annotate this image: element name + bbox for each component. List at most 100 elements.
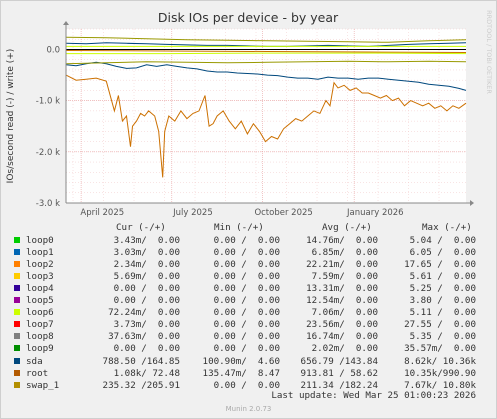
legend-cur: 72.24m/ 0.00 (100, 307, 180, 318)
legend-cur: 3.73m/ 0.00 (100, 319, 180, 330)
legend-avg: 14.76m/ 0.00 (298, 235, 378, 246)
legend-swatch (14, 370, 20, 376)
legend-avg: 656.79 /143.84 (298, 356, 378, 367)
rrdtool-watermark: RRDTOOL / TOBI OETIKER (485, 10, 493, 94)
legend-min: 0.00 / 0.00 (196, 259, 280, 270)
legend-avg: 12.54m/ 0.00 (298, 295, 378, 306)
legend-max: 35.57m/ 0.00 (396, 343, 476, 354)
legend-row-root: root 1.08k/ 72.48 135.47m/ 8.47 913.81 / 58… (0, 368, 497, 380)
legend-cur: 1.08k/ 72.48 (100, 368, 180, 379)
legend-max: 5.61 / 0.00 (396, 271, 476, 282)
legend-name: loop0 (26, 235, 54, 246)
legend-cur: 0.00 / 0.00 (100, 295, 180, 306)
legend-header-cur: Cur (-/+) (116, 222, 166, 234)
legend-avg: 23.56m/ 0.00 (298, 319, 378, 330)
last-update: Last update: Wed Mar 25 01:00:23 2026 (200, 390, 476, 401)
legend-cur: 0.00 / 0.00 (100, 343, 180, 354)
legend-min: 0.00 / 0.00 (196, 343, 280, 354)
y-tick-label: -3.0 k (36, 199, 60, 209)
legend-min: 0.00 / 0.00 (196, 380, 280, 391)
legend-swatch (14, 345, 20, 351)
y-tick-label: 0.0 (46, 45, 60, 55)
legend-swatch (14, 309, 20, 315)
x-tick-label: October 2025 (254, 208, 312, 218)
legend-name: loop6 (26, 307, 54, 318)
legend-avg: 7.59m/ 0.00 (298, 271, 378, 282)
legend-swatch (14, 285, 20, 291)
y-axis-label: IOs/second read (-) / write (+) (6, 49, 16, 184)
legend-min: 0.00 / 0.00 (196, 331, 280, 342)
legend-row-loop8: loop8 37.63m/ 0.00 0.00 / 0.00 16.74m/ 0.00… (0, 331, 497, 343)
legend-name: loop3 (26, 271, 54, 282)
legend-header-avg: Avg (-/+) (322, 222, 372, 234)
legend-min: 0.00 / 0.00 (196, 307, 280, 318)
legend-avg: 6.85m/ 0.00 (298, 247, 378, 258)
legend-max: 8.62k/ 10.36k (396, 356, 476, 367)
legend-row-loop6: loop6 72.24m/ 0.00 0.00 / 0.00 7.06m/ 0.00 5… (0, 307, 497, 319)
legend-row-loop9: loop9 0.00 / 0.00 0.00 / 0.00 2.02m/ 0.00 35… (0, 343, 497, 355)
legend-name: loop5 (26, 295, 54, 306)
chart-title: Disk IOs per device - by year (158, 10, 339, 25)
legend-name: loop7 (26, 319, 54, 330)
legend-max: 5.25 / 0.00 (396, 283, 476, 294)
legend-swatch (14, 382, 20, 388)
legend-cur: 788.50 /164.85 (100, 356, 180, 367)
y-tick-label: -2.0 k (36, 148, 60, 158)
legend-avg: 2.02m/ 0.00 (298, 343, 378, 354)
legend-header-max: Max (-/+) (422, 222, 472, 234)
legend-min: 0.00 / 0.00 (196, 235, 280, 246)
chart-plot: 0.0 -1.0 k -2.0 k -3.0 k April 2025 July 2025… (0, 0, 497, 230)
legend-name: loop4 (26, 283, 54, 294)
legend-max: 5.11 / 0.00 (396, 307, 476, 318)
series-line-loop6-read (66, 53, 466, 54)
y-tick-label: -1.0 k (36, 97, 60, 107)
legend-row-loop4: loop4 0.00 / 0.00 0.00 / 0.00 13.31m/ 0.00 5… (0, 283, 497, 295)
legend-min: 0.00 / 0.00 (196, 271, 280, 282)
legend-min: 0.00 / 0.00 (196, 295, 280, 306)
legend-min: 0.00 / 0.00 (196, 283, 280, 294)
legend-cur: 3.43m/ 0.00 (100, 235, 180, 246)
legend-row-loop5: loop5 0.00 / 0.00 0.00 / 0.00 12.54m/ 0.00 3… (0, 295, 497, 307)
legend-swatch (14, 237, 20, 243)
legend-row-loop3: loop3 5.69m/ 0.00 0.00 / 0.00 7.59m/ 0.00 5.… (0, 271, 497, 283)
legend-swatch (14, 358, 20, 364)
legend-swatch (14, 333, 20, 339)
x-axis-arrow (470, 200, 474, 206)
legend-row-sda: sda 788.50 /164.85 100.90m/ 4.60 656.79 /14… (0, 356, 497, 368)
legend-avg: 7.06m/ 0.00 (298, 307, 378, 318)
legend-row-loop2: loop2 2.34m/ 0.00 0.00 / 0.00 22.21m/ 0.00 1… (0, 259, 497, 271)
munin-version: Munin 2.0.73 (0, 405, 497, 413)
legend-name: loop9 (26, 343, 54, 354)
legend-min: 135.47m/ 8.47 (196, 368, 280, 379)
x-tick-label: July 2025 (172, 208, 213, 218)
legend-max: 3.80 / 0.00 (396, 295, 476, 306)
legend-header-min: Min (-/+) (214, 222, 264, 234)
legend-avg: 913.81 / 58.62 (298, 368, 378, 379)
legend-cur: 235.32 /205.91 (100, 380, 180, 391)
legend-cur: 0.00 / 0.00 (100, 283, 180, 294)
x-tick-label: April 2025 (80, 208, 124, 218)
legend-name: loop2 (26, 259, 54, 270)
legend-name: loop8 (26, 331, 54, 342)
legend-row-loop0: loop0 3.43m/ 0.00 0.00 / 0.00 14.76m/ 0.00 5… (0, 235, 497, 247)
legend-max: 10.35k/990.90 (396, 368, 476, 379)
legend-cur: 5.69m/ 0.00 (100, 271, 180, 282)
legend-min: 100.90m/ 4.60 (196, 356, 280, 367)
y-axis-arrow (63, 21, 69, 25)
legend-row-loop1: loop1 3.03m/ 0.00 0.00 / 0.00 6.85m/ 0.00 6.… (0, 247, 497, 259)
legend-avg: 211.34 /182.24 (298, 380, 378, 391)
legend-swatch (14, 321, 20, 327)
legend-name: swap_1 (26, 380, 59, 391)
legend-min: 0.00 / 0.00 (196, 247, 280, 258)
legend-min: 0.00 / 0.00 (196, 319, 280, 330)
legend-max: 6.05 / 0.00 (396, 247, 476, 258)
legend-max: 5.04 / 0.00 (396, 235, 476, 246)
legend-swatch (14, 297, 20, 303)
legend-max: 27.55 / 0.00 (396, 319, 476, 330)
legend-name: sda (26, 356, 43, 367)
legend-swatch (14, 249, 20, 255)
legend-row-loop7: loop7 3.73m/ 0.00 0.00 / 0.00 23.56m/ 0.00 2… (0, 319, 497, 331)
legend-name: root (26, 368, 48, 379)
legend-cur: 3.03m/ 0.00 (100, 247, 180, 258)
legend-avg: 13.31m/ 0.00 (298, 283, 378, 294)
